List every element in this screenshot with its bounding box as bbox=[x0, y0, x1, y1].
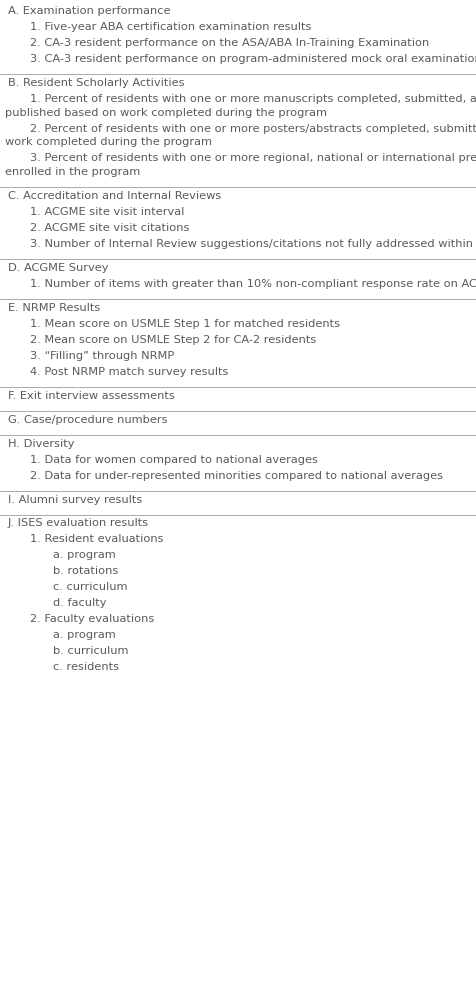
Text: 2. ACGME site visit citations: 2. ACGME site visit citations bbox=[30, 222, 189, 232]
Text: 2. Faculty evaluations: 2. Faculty evaluations bbox=[30, 615, 154, 625]
Text: 1. Resident evaluations: 1. Resident evaluations bbox=[30, 534, 163, 544]
Text: 1. ACGME site visit interval: 1. ACGME site visit interval bbox=[30, 206, 184, 216]
Text: B. Resident Scholarly Activities: B. Resident Scholarly Activities bbox=[8, 78, 184, 88]
Text: d. faculty: d. faculty bbox=[53, 599, 106, 609]
Text: 2. Mean score on USMLE Step 2 for CA-2 residents: 2. Mean score on USMLE Step 2 for CA-2 r… bbox=[30, 335, 316, 344]
Text: E. NRMP Results: E. NRMP Results bbox=[8, 303, 100, 313]
Text: 3. Percent of residents with one or more regional, national or international pre: 3. Percent of residents with one or more… bbox=[30, 153, 476, 163]
Text: 1. Mean score on USMLE Step 1 for matched residents: 1. Mean score on USMLE Step 1 for matche… bbox=[30, 319, 339, 329]
Text: b. curriculum: b. curriculum bbox=[53, 647, 128, 657]
Text: 2. CA-3 resident performance on the ASA/ABA In-Training Examination: 2. CA-3 resident performance on the ASA/… bbox=[30, 38, 428, 48]
Text: 1. Five-year ABA certification examination results: 1. Five-year ABA certification examinati… bbox=[30, 22, 311, 32]
Text: A. Examination performance: A. Examination performance bbox=[8, 6, 170, 16]
Text: a. program: a. program bbox=[53, 550, 116, 560]
Text: 2. Data for under-represented minorities compared to national averages: 2. Data for under-represented minorities… bbox=[30, 471, 442, 481]
Text: 3. Number of Internal Review suggestions/citations not fully addressed within si: 3. Number of Internal Review suggestions… bbox=[30, 238, 476, 248]
Text: c. curriculum: c. curriculum bbox=[53, 582, 127, 593]
Text: 2. Percent of residents with one or more posters/abstracts completed, submitted : 2. Percent of residents with one or more… bbox=[30, 124, 476, 134]
Text: a. program: a. program bbox=[53, 631, 116, 641]
Text: 1. Number of items with greater than 10% non-compliant response rate on ACGME re: 1. Number of items with greater than 10%… bbox=[30, 279, 476, 289]
Text: enrolled in the program: enrolled in the program bbox=[5, 167, 140, 176]
Text: H. Diversity: H. Diversity bbox=[8, 439, 74, 449]
Text: work completed during the program: work completed during the program bbox=[5, 137, 211, 147]
Text: J. ISES evaluation results: J. ISES evaluation results bbox=[8, 518, 149, 528]
Text: C. Accreditation and Internal Reviews: C. Accreditation and Internal Reviews bbox=[8, 190, 221, 200]
Text: I. Alumni survey results: I. Alumni survey results bbox=[8, 495, 142, 504]
Text: published based on work completed during the program: published based on work completed during… bbox=[5, 108, 327, 118]
Text: G. Case/procedure numbers: G. Case/procedure numbers bbox=[8, 414, 167, 425]
Text: 1. Data for women compared to national averages: 1. Data for women compared to national a… bbox=[30, 455, 317, 465]
Text: D. ACGME Survey: D. ACGME Survey bbox=[8, 263, 108, 273]
Text: 3. “Filling” through NRMP: 3. “Filling” through NRMP bbox=[30, 350, 174, 360]
Text: 1. Percent of residents with one or more manuscripts completed, submitted, accep: 1. Percent of residents with one or more… bbox=[30, 94, 476, 104]
Text: c. residents: c. residents bbox=[53, 663, 119, 672]
Text: 4. Post NRMP match survey results: 4. Post NRMP match survey results bbox=[30, 366, 228, 376]
Text: F. Exit interview assessments: F. Exit interview assessments bbox=[8, 390, 174, 400]
Text: b. rotations: b. rotations bbox=[53, 566, 118, 576]
Text: 3. CA-3 resident performance on program-administered mock oral examination: 3. CA-3 resident performance on program-… bbox=[30, 54, 476, 64]
